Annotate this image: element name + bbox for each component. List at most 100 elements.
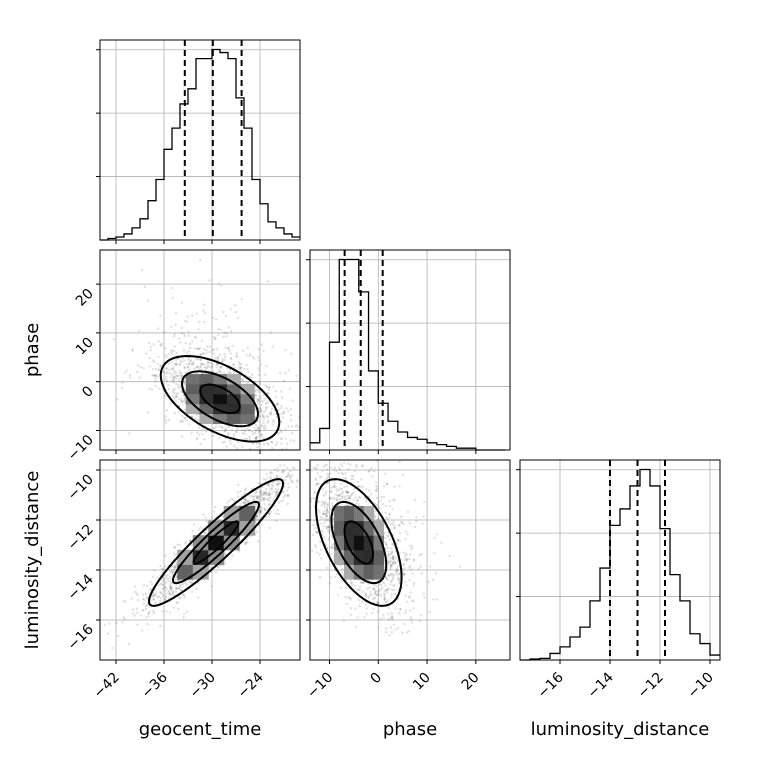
scatter-point — [383, 593, 386, 596]
scatter-point — [393, 526, 396, 529]
scatter-point — [255, 436, 258, 439]
scatter-point — [157, 368, 160, 372]
scatter-point — [170, 577, 173, 580]
scatter-point — [254, 491, 257, 495]
scatter-point — [243, 489, 247, 492]
scatter-point — [353, 488, 356, 491]
scatter-point — [258, 429, 261, 432]
scatter-point — [161, 587, 164, 591]
scatter-point — [164, 415, 167, 418]
scatter-point — [289, 469, 292, 473]
scatter-point — [394, 607, 397, 610]
scatter-point — [269, 499, 272, 503]
scatter-point — [404, 537, 407, 541]
scatter-point — [177, 410, 181, 413]
scatter-point — [401, 473, 405, 477]
scatter-point — [402, 571, 405, 574]
scatter-point — [333, 485, 336, 488]
scatter-point — [170, 569, 173, 572]
scatter-point — [336, 573, 339, 576]
scatter-point — [180, 331, 183, 335]
scatter-point — [303, 470, 305, 472]
scatter-point — [348, 497, 352, 500]
scatter-point — [161, 584, 165, 587]
scatter-point — [203, 532, 207, 535]
scatter-point — [189, 360, 192, 363]
scatter-point — [258, 429, 261, 432]
scatter-point — [388, 634, 391, 637]
scatter-point — [380, 583, 383, 587]
scatter-point — [185, 362, 188, 366]
scatter-point — [205, 520, 208, 523]
scatter-point — [177, 597, 181, 600]
scatter-point — [345, 490, 348, 493]
scatter-point — [280, 442, 283, 445]
scatter-point — [246, 499, 249, 503]
scatter-point — [152, 575, 155, 578]
scatter-point — [378, 507, 381, 510]
scatter-point — [328, 496, 331, 499]
scatter-point — [323, 512, 326, 516]
scatter-point — [318, 475, 321, 478]
scatter-point — [182, 333, 186, 336]
scatter-point — [350, 493, 353, 497]
scatter-point — [174, 561, 178, 564]
scatter-point — [246, 381, 250, 384]
scatter-point — [255, 397, 259, 400]
scatter-point — [275, 441, 279, 444]
scatter-point — [183, 319, 187, 323]
scatter-point — [399, 607, 402, 611]
scatter-point — [146, 596, 149, 600]
scatter-point — [206, 364, 210, 367]
scatter-point — [433, 536, 437, 540]
scatter-point — [184, 342, 187, 345]
scatter-point — [258, 395, 261, 398]
scatter-point — [154, 385, 157, 388]
scatter-point — [221, 441, 225, 444]
scatter-point — [248, 354, 251, 358]
scatter-point — [325, 519, 328, 522]
scatter-point — [170, 350, 173, 353]
scatter-point — [160, 344, 163, 347]
scatter-point — [172, 591, 175, 595]
scatter-point — [164, 574, 167, 577]
density-cell — [199, 403, 214, 415]
scatter-point — [323, 503, 326, 506]
scatter-point — [125, 369, 128, 372]
scatter-point — [267, 492, 270, 496]
scatter-point — [391, 573, 394, 576]
scatter-point — [376, 601, 380, 604]
scatter-point — [187, 358, 190, 361]
scatter-point — [303, 548, 305, 550]
scatter-point — [170, 373, 173, 376]
scatter-point — [397, 577, 400, 581]
scatter-point — [388, 556, 391, 559]
scatter-point — [259, 505, 263, 508]
panel-frame — [99, 459, 301, 661]
scatter-point — [266, 477, 269, 480]
scatter-point — [231, 363, 235, 366]
scatter-point — [422, 592, 426, 595]
scatter-point — [190, 581, 193, 585]
scatter-point — [203, 303, 206, 306]
scatter-point — [197, 358, 200, 361]
scatter-point — [151, 368, 155, 371]
scatter-point — [205, 367, 208, 370]
scatter-point — [259, 510, 263, 513]
scatter-point — [264, 493, 268, 496]
scatter-point — [334, 485, 337, 488]
scatter-point — [244, 501, 247, 505]
scatter-point — [330, 547, 334, 550]
scatter-point — [384, 576, 388, 579]
scatter-point — [282, 471, 285, 474]
scatter-point — [440, 541, 443, 544]
scatter-point — [377, 601, 380, 605]
scatter-point — [171, 368, 174, 371]
scatter-point — [336, 494, 339, 497]
scatter-point — [171, 379, 174, 382]
density-cell — [240, 413, 255, 424]
scatter-point — [198, 426, 201, 429]
scatter-point — [360, 600, 364, 603]
scatter-point — [423, 500, 426, 504]
scatter-point — [234, 311, 237, 314]
